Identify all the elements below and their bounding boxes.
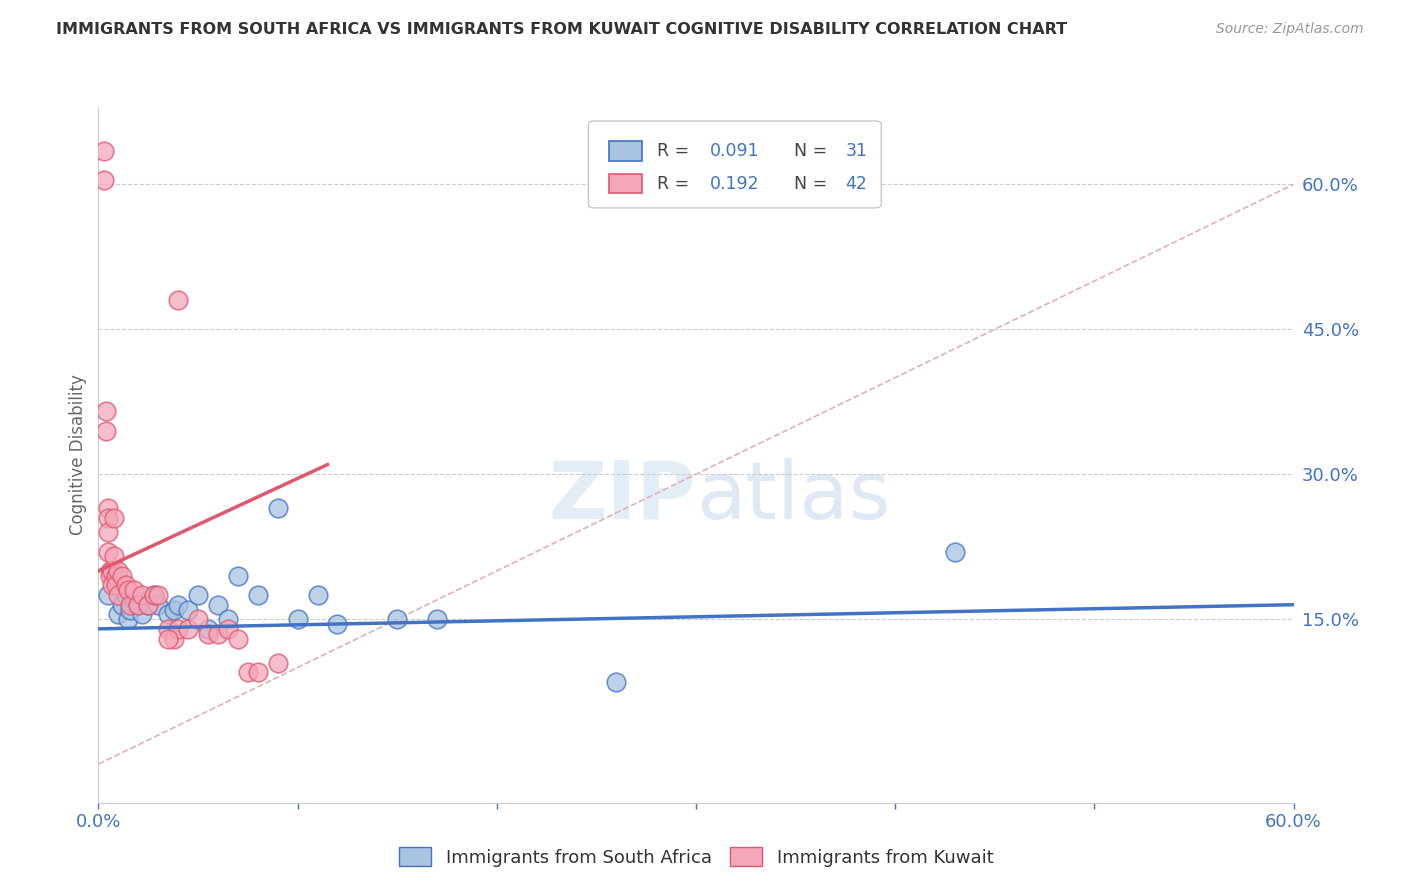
Point (107, 564, 129, 578)
Point (217, 622, 239, 636)
Y-axis label: Cognitive Disability: Cognitive Disability (69, 375, 87, 535)
Text: R =: R = (657, 142, 689, 160)
Point (131, 607, 153, 622)
Point (105, 578, 128, 592)
Text: IMMIGRANTS FROM SOUTH AFRICA VS IMMIGRANTS FROM KUWAIT COGNITIVE DISABILITY CORR: IMMIGRANTS FROM SOUTH AFRICA VS IMMIGRAN… (56, 22, 1067, 37)
Point (96, 424, 118, 438)
Text: N =: N = (794, 142, 827, 160)
Point (107, 607, 129, 622)
Point (217, 612, 239, 626)
Point (105, 568, 128, 582)
Point (157, 607, 180, 622)
Point (148, 588, 170, 602)
Point (226, 568, 249, 582)
Point (163, 632, 186, 646)
Point (97, 510, 120, 524)
Point (267, 501, 290, 516)
Point (385, 612, 409, 626)
Point (127, 598, 149, 612)
Point (246, 588, 269, 602)
Point (177, 622, 200, 636)
Point (117, 583, 139, 598)
Point (117, 612, 139, 626)
Point (143, 588, 166, 602)
Point (167, 598, 190, 612)
Point (120, 602, 142, 616)
Text: ZIP: ZIP (548, 458, 696, 536)
Point (136, 598, 159, 612)
Point (167, 293, 190, 308)
Point (124, 583, 146, 598)
Point (100, 568, 122, 582)
Point (97, 501, 120, 516)
Point (124, 592, 146, 607)
Point (111, 598, 134, 612)
Point (131, 588, 153, 602)
Point (287, 612, 309, 626)
Point (605, 675, 627, 690)
Text: R =: R = (657, 175, 689, 193)
Point (107, 588, 129, 602)
Point (115, 588, 138, 602)
Point (148, 598, 170, 612)
Point (111, 568, 134, 582)
Text: 42: 42 (845, 175, 868, 193)
Text: N =: N = (794, 175, 827, 193)
Point (943, 544, 966, 558)
Point (226, 632, 249, 646)
FancyBboxPatch shape (588, 121, 882, 208)
Point (187, 612, 209, 626)
Text: 0.192: 0.192 (710, 175, 759, 193)
FancyBboxPatch shape (609, 174, 643, 194)
Point (103, 510, 125, 524)
Point (93, 172, 115, 186)
Point (136, 598, 159, 612)
Point (97, 525, 120, 540)
Point (93, 144, 115, 158)
Point (197, 626, 219, 640)
Point (97, 588, 120, 602)
Point (103, 568, 125, 582)
Point (127, 598, 149, 612)
Point (326, 617, 349, 632)
Text: 31: 31 (845, 142, 868, 160)
Point (101, 578, 124, 592)
Point (143, 588, 166, 602)
Point (103, 549, 125, 564)
Point (207, 598, 229, 612)
Point (101, 564, 124, 578)
Point (426, 612, 449, 626)
Point (246, 665, 269, 680)
Point (157, 632, 180, 646)
Point (177, 602, 200, 616)
Point (207, 626, 229, 640)
Point (236, 665, 259, 680)
Legend: Immigrants from South Africa, Immigrants from Kuwait: Immigrants from South Africa, Immigrants… (391, 840, 1001, 874)
Point (267, 656, 290, 670)
Point (163, 602, 186, 616)
Text: 0.091: 0.091 (710, 142, 759, 160)
FancyBboxPatch shape (609, 141, 643, 161)
Point (167, 622, 190, 636)
Text: atlas: atlas (696, 458, 890, 536)
Point (120, 598, 142, 612)
Point (187, 588, 209, 602)
Point (115, 578, 138, 592)
Point (100, 564, 122, 578)
Point (197, 622, 219, 636)
Point (157, 622, 180, 636)
Point (96, 404, 118, 418)
Point (307, 588, 329, 602)
Text: Source: ZipAtlas.com: Source: ZipAtlas.com (1216, 22, 1364, 37)
Point (97, 544, 120, 558)
